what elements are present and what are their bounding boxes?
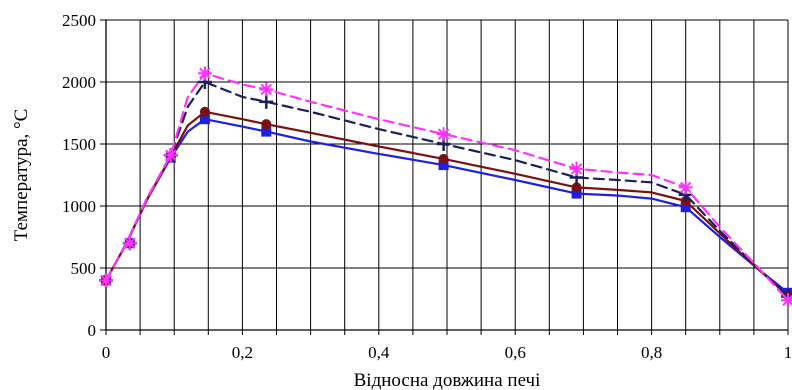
series-1-point bbox=[199, 114, 210, 125]
x-tick-label: 0,2 bbox=[232, 343, 253, 362]
y-tick-label: 2500 bbox=[62, 11, 96, 30]
y-tick-label: 0 bbox=[88, 321, 97, 340]
series-1-point bbox=[261, 126, 272, 137]
x-tick-label: 0,8 bbox=[641, 343, 662, 362]
series-4-point-d2 bbox=[165, 149, 177, 161]
x-tick-label: 0,6 bbox=[505, 343, 526, 362]
series-1-point bbox=[571, 188, 582, 199]
series-2-point bbox=[199, 106, 210, 117]
y-tick-label: 500 bbox=[71, 259, 97, 278]
tick-labels: 0 500 1000 1500 2000 2500 0 0,2 0,4 0,6 0,8 1 bbox=[62, 11, 792, 362]
series-4-point bbox=[781, 293, 792, 308]
series-2-point bbox=[571, 182, 582, 193]
series-4-point-d2 bbox=[570, 163, 583, 175]
x-axis-label: Відносна довжина печі bbox=[354, 370, 541, 390]
series-4-point bbox=[569, 161, 584, 176]
series-4-point bbox=[99, 273, 113, 288]
series-4-point-d2 bbox=[437, 128, 450, 140]
grid bbox=[106, 19, 789, 330]
series-group bbox=[99, 66, 792, 308]
y-tick-label: 2000 bbox=[62, 73, 96, 92]
x-tick-label: 0,4 bbox=[368, 343, 390, 362]
series-2-point bbox=[438, 153, 449, 164]
series-1-point bbox=[438, 160, 449, 171]
series-1-point bbox=[680, 202, 691, 213]
x-tick-label: 1 bbox=[784, 343, 792, 362]
series-4-point bbox=[436, 127, 451, 142]
axes bbox=[100, 19, 789, 335]
series-4-point-d2 bbox=[100, 274, 112, 287]
series-4-point-d2 bbox=[260, 83, 272, 96]
series-4-point-d2 bbox=[199, 67, 211, 80]
series-4-point bbox=[259, 82, 274, 97]
series-4-point-d2 bbox=[782, 294, 792, 306]
y-tick-label: 1000 bbox=[62, 197, 96, 216]
series-4-point bbox=[122, 236, 137, 251]
series-3-line bbox=[104, 80, 790, 298]
series-4-point bbox=[163, 148, 178, 163]
y-axis-label: Температура, °C bbox=[11, 109, 32, 242]
series-4-point bbox=[197, 66, 212, 81]
series-2-point bbox=[261, 119, 272, 130]
x-tick-label: 0 bbox=[102, 343, 111, 362]
series-4-point-d2 bbox=[679, 181, 692, 194]
series-3-point bbox=[259, 94, 274, 109]
series-4-point bbox=[678, 180, 693, 195]
series-4-point-d2 bbox=[124, 237, 136, 249]
y-tick-label: 1500 bbox=[62, 135, 96, 154]
